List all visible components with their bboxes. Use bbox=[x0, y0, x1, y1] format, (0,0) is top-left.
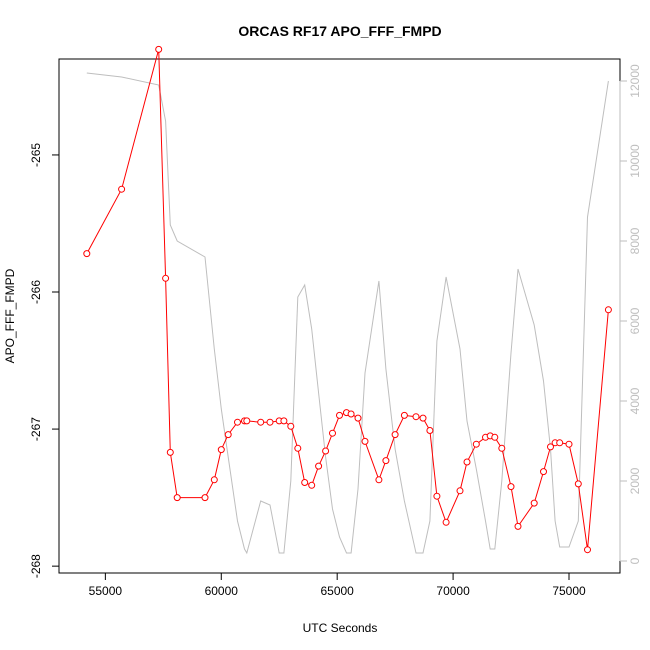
y2-tick-label: 6000 bbox=[628, 307, 642, 334]
data-point bbox=[604, 306, 612, 314]
data-point bbox=[498, 444, 506, 452]
data-point bbox=[280, 417, 288, 425]
data-point bbox=[329, 429, 336, 437]
data-point bbox=[433, 492, 441, 500]
data-point bbox=[162, 274, 170, 282]
data-point bbox=[118, 185, 126, 193]
data-point bbox=[266, 418, 274, 426]
data-point bbox=[547, 443, 554, 451]
data-point bbox=[540, 468, 547, 476]
data-point bbox=[201, 494, 209, 502]
data-point bbox=[322, 447, 330, 455]
data-point bbox=[336, 411, 343, 419]
y2-tick-label: 2000 bbox=[628, 467, 642, 494]
data-point bbox=[173, 494, 181, 502]
y-tick-label: -268 bbox=[29, 554, 43, 578]
x-tick-label: 55000 bbox=[89, 584, 123, 598]
data-point bbox=[375, 476, 383, 484]
data-point bbox=[224, 431, 232, 439]
series-primary bbox=[83, 45, 612, 554]
x-tick-label: 70000 bbox=[436, 584, 470, 598]
data-point bbox=[382, 457, 390, 465]
y2-tick-label: 8000 bbox=[628, 227, 642, 254]
data-point bbox=[308, 481, 316, 489]
data-point bbox=[83, 250, 91, 258]
data-point bbox=[234, 418, 241, 426]
data-point bbox=[391, 431, 399, 439]
x-tick-label: 65000 bbox=[320, 584, 354, 598]
y-tick-label: -265 bbox=[29, 143, 43, 167]
data-point bbox=[210, 476, 218, 484]
data-point bbox=[155, 45, 163, 53]
data-point bbox=[463, 458, 471, 466]
x-tick-label: 60000 bbox=[205, 584, 239, 598]
data-point bbox=[347, 410, 355, 418]
y-axis: -268 -267 -266 -265 bbox=[29, 143, 60, 578]
y2-tick-label: 4000 bbox=[628, 387, 642, 414]
secondary-y-axis: 0 2000 4000 6000 8000 10000 12000 bbox=[619, 64, 642, 564]
y-axis-label: APO_FFF_FMPD bbox=[3, 268, 17, 363]
data-point bbox=[507, 483, 515, 491]
data-point bbox=[301, 479, 309, 486]
data-point bbox=[456, 487, 464, 495]
data-point bbox=[442, 518, 450, 526]
series-secondary-line bbox=[86, 72, 609, 555]
y-tick-label: -266 bbox=[29, 280, 43, 304]
data-point bbox=[530, 499, 538, 507]
data-point bbox=[361, 437, 369, 445]
chart-title: ORCAS RF17 APO_FFF_FMPD bbox=[238, 23, 441, 39]
data-point bbox=[412, 413, 420, 421]
data-point bbox=[472, 440, 480, 448]
y-tick-label: -267 bbox=[29, 417, 43, 441]
data-point bbox=[243, 417, 251, 425]
primary-series-line bbox=[86, 49, 609, 550]
data-point bbox=[574, 480, 582, 488]
data-point bbox=[217, 446, 225, 454]
x-tick-label: 75000 bbox=[552, 584, 586, 598]
data-point bbox=[400, 411, 408, 419]
data-point bbox=[584, 546, 591, 554]
data-point bbox=[287, 422, 295, 430]
data-point bbox=[166, 448, 174, 456]
data-point bbox=[315, 462, 323, 470]
y2-tick-label: 0 bbox=[628, 557, 642, 564]
data-point bbox=[565, 440, 573, 448]
secondary-series-line bbox=[86, 72, 609, 555]
data-point bbox=[257, 418, 265, 426]
x-axis-label: UTC Seconds bbox=[303, 621, 378, 635]
data-point bbox=[556, 439, 564, 447]
data-point bbox=[294, 444, 302, 452]
data-point bbox=[491, 433, 499, 441]
data-point bbox=[419, 414, 427, 422]
data-point bbox=[514, 522, 522, 530]
data-point bbox=[354, 414, 362, 422]
y2-tick-label: 10000 bbox=[628, 144, 642, 178]
data-point bbox=[426, 427, 434, 434]
y2-tick-label: 12000 bbox=[628, 64, 642, 98]
x-axis: 55000 60000 65000 70000 75000 bbox=[89, 572, 586, 598]
